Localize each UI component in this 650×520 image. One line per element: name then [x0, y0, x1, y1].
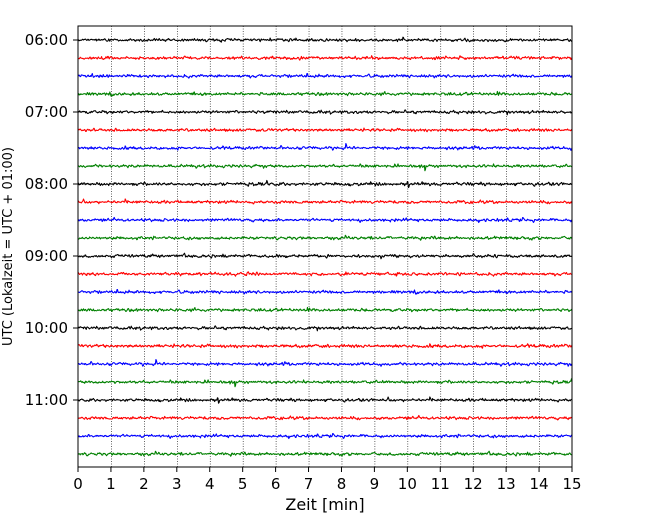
y-tick-label: 09:00 — [25, 247, 68, 265]
seismogram-trace-1130 — [77, 433, 573, 440]
seismogram-trace-0715 — [77, 127, 573, 133]
x-axis-label: Zeit [min] — [285, 495, 364, 514]
x-tick-label: 0 — [73, 475, 83, 493]
seismogram-trace-0900 — [77, 252, 573, 260]
x-tick-label: 7 — [304, 475, 314, 493]
x-tick-label: 5 — [238, 475, 248, 493]
seismogram-trace-1100 — [77, 396, 573, 404]
x-tick-label: 1 — [106, 475, 116, 493]
seismogram-trace-0645 — [77, 90, 573, 97]
x-tick-label: 12 — [464, 475, 483, 493]
seismogram-trace-0745 — [77, 163, 573, 172]
y-tick-label: 06:00 — [25, 31, 68, 49]
seismogram-trace-1045 — [77, 378, 573, 388]
x-tick-label: 6 — [271, 475, 281, 493]
seismogram-trace-0615 — [77, 55, 573, 61]
seismogram-trace-0915 — [77, 271, 573, 277]
y-axis-label: UTC (Lokalzeit = UTC + 01:00) — [1, 147, 16, 346]
seismogram-traces — [77, 36, 573, 457]
x-tick-label: 3 — [172, 475, 182, 493]
x-axis-ticks: 0 1 2 3 4 5 6 7 8 9 10 11 12 13 14 15 — [73, 467, 582, 493]
seismogram-trace-1115 — [77, 414, 573, 421]
seismogram-trace-1030 — [77, 358, 573, 367]
x-tick-label: 11 — [431, 475, 450, 493]
seismogram-trace-1000 — [77, 325, 573, 332]
y-axis-ticks: 06:00 07:00 08:00 09:00 10:00 11:00 — [25, 31, 78, 409]
seismogram-trace-1145 — [77, 450, 573, 457]
x-tick-label: 14 — [530, 475, 549, 493]
y-tick-label: 10:00 — [25, 319, 68, 337]
seismogram-trace-0830 — [77, 216, 573, 224]
x-tick-label: 4 — [205, 475, 215, 493]
x-tick-label: 10 — [398, 475, 417, 493]
seismogram-trace-0630 — [77, 73, 573, 79]
x-tick-label: 15 — [562, 475, 581, 493]
seismogram-trace-0815 — [77, 198, 573, 205]
y-tick-label: 08:00 — [25, 175, 68, 193]
seismogram-trace-0845 — [77, 234, 573, 241]
x-tick-label: 13 — [497, 475, 516, 493]
y-tick-label: 11:00 — [25, 391, 68, 409]
seismogram-trace-0945 — [77, 306, 573, 313]
seismogram-trace-1015 — [77, 343, 573, 349]
seismogram-trace-0700 — [77, 109, 573, 116]
y-tick-label: 07:00 — [25, 103, 68, 121]
seismogram-trace-0600 — [77, 36, 573, 43]
seismogram-trace-0930 — [77, 288, 573, 295]
x-gridlines — [111, 26, 540, 467]
x-tick-label: 2 — [139, 475, 149, 493]
plot-frame — [77, 25, 573, 468]
seismogram-trace-0800 — [77, 179, 573, 189]
seismogram-trace-0730 — [77, 142, 573, 151]
x-tick-label: 9 — [370, 475, 380, 493]
x-tick-label: 8 — [337, 475, 347, 493]
